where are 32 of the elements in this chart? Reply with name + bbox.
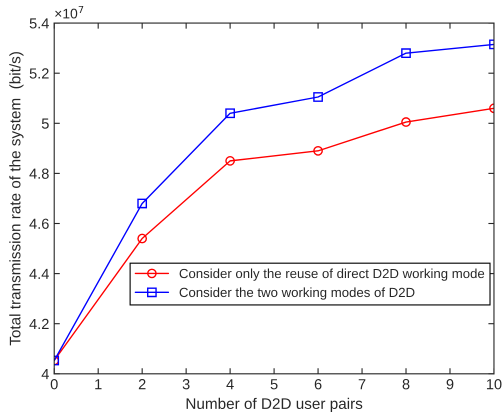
point <box>313 146 323 156</box>
y-tick-label: 5.2 <box>30 68 49 79</box>
x-tick-label: 7 <box>358 379 366 390</box>
x-tick-label: 4 <box>226 379 234 390</box>
x-tick-label: 5 <box>270 379 278 390</box>
x-tick-label: 3 <box>182 379 190 390</box>
x-tick-label: 9 <box>446 379 454 390</box>
legend-label: Consider only the reuse of direct D2D working mode <box>180 268 484 281</box>
y-tick-label: 5 <box>42 118 49 129</box>
y-tick-label: 4.2 <box>29 318 49 329</box>
x-tick-label: 8 <box>402 379 410 390</box>
x-tick-label: 10 <box>486 379 502 390</box>
point <box>313 92 323 102</box>
point <box>225 108 235 118</box>
x-tick-label: 6 <box>314 379 322 390</box>
y-tick-label: 4 <box>42 369 49 380</box>
x-tick-label: 0 <box>50 379 58 390</box>
point <box>225 156 235 166</box>
text: ×10$^{7}$ <box>55 6 84 19</box>
point <box>401 48 411 58</box>
x-axis-title: Number of D2D user pairs <box>186 398 362 412</box>
x-tick-label: 2 <box>138 379 146 390</box>
y-tick-label: 5.4 <box>30 18 49 29</box>
point <box>401 117 411 127</box>
legend-label: Consider the two working modes of D2D <box>180 287 414 300</box>
y-tick-label: 4.6 <box>29 218 49 229</box>
y-axis-title: Total transmission rate of the system (bit/s) <box>9 52 24 346</box>
x-tick-label: 1 <box>95 379 102 390</box>
y-tick-label: 4.4 <box>29 268 49 279</box>
point <box>137 198 148 208</box>
point <box>137 234 148 244</box>
y-tick-label: 4.8 <box>29 168 49 179</box>
